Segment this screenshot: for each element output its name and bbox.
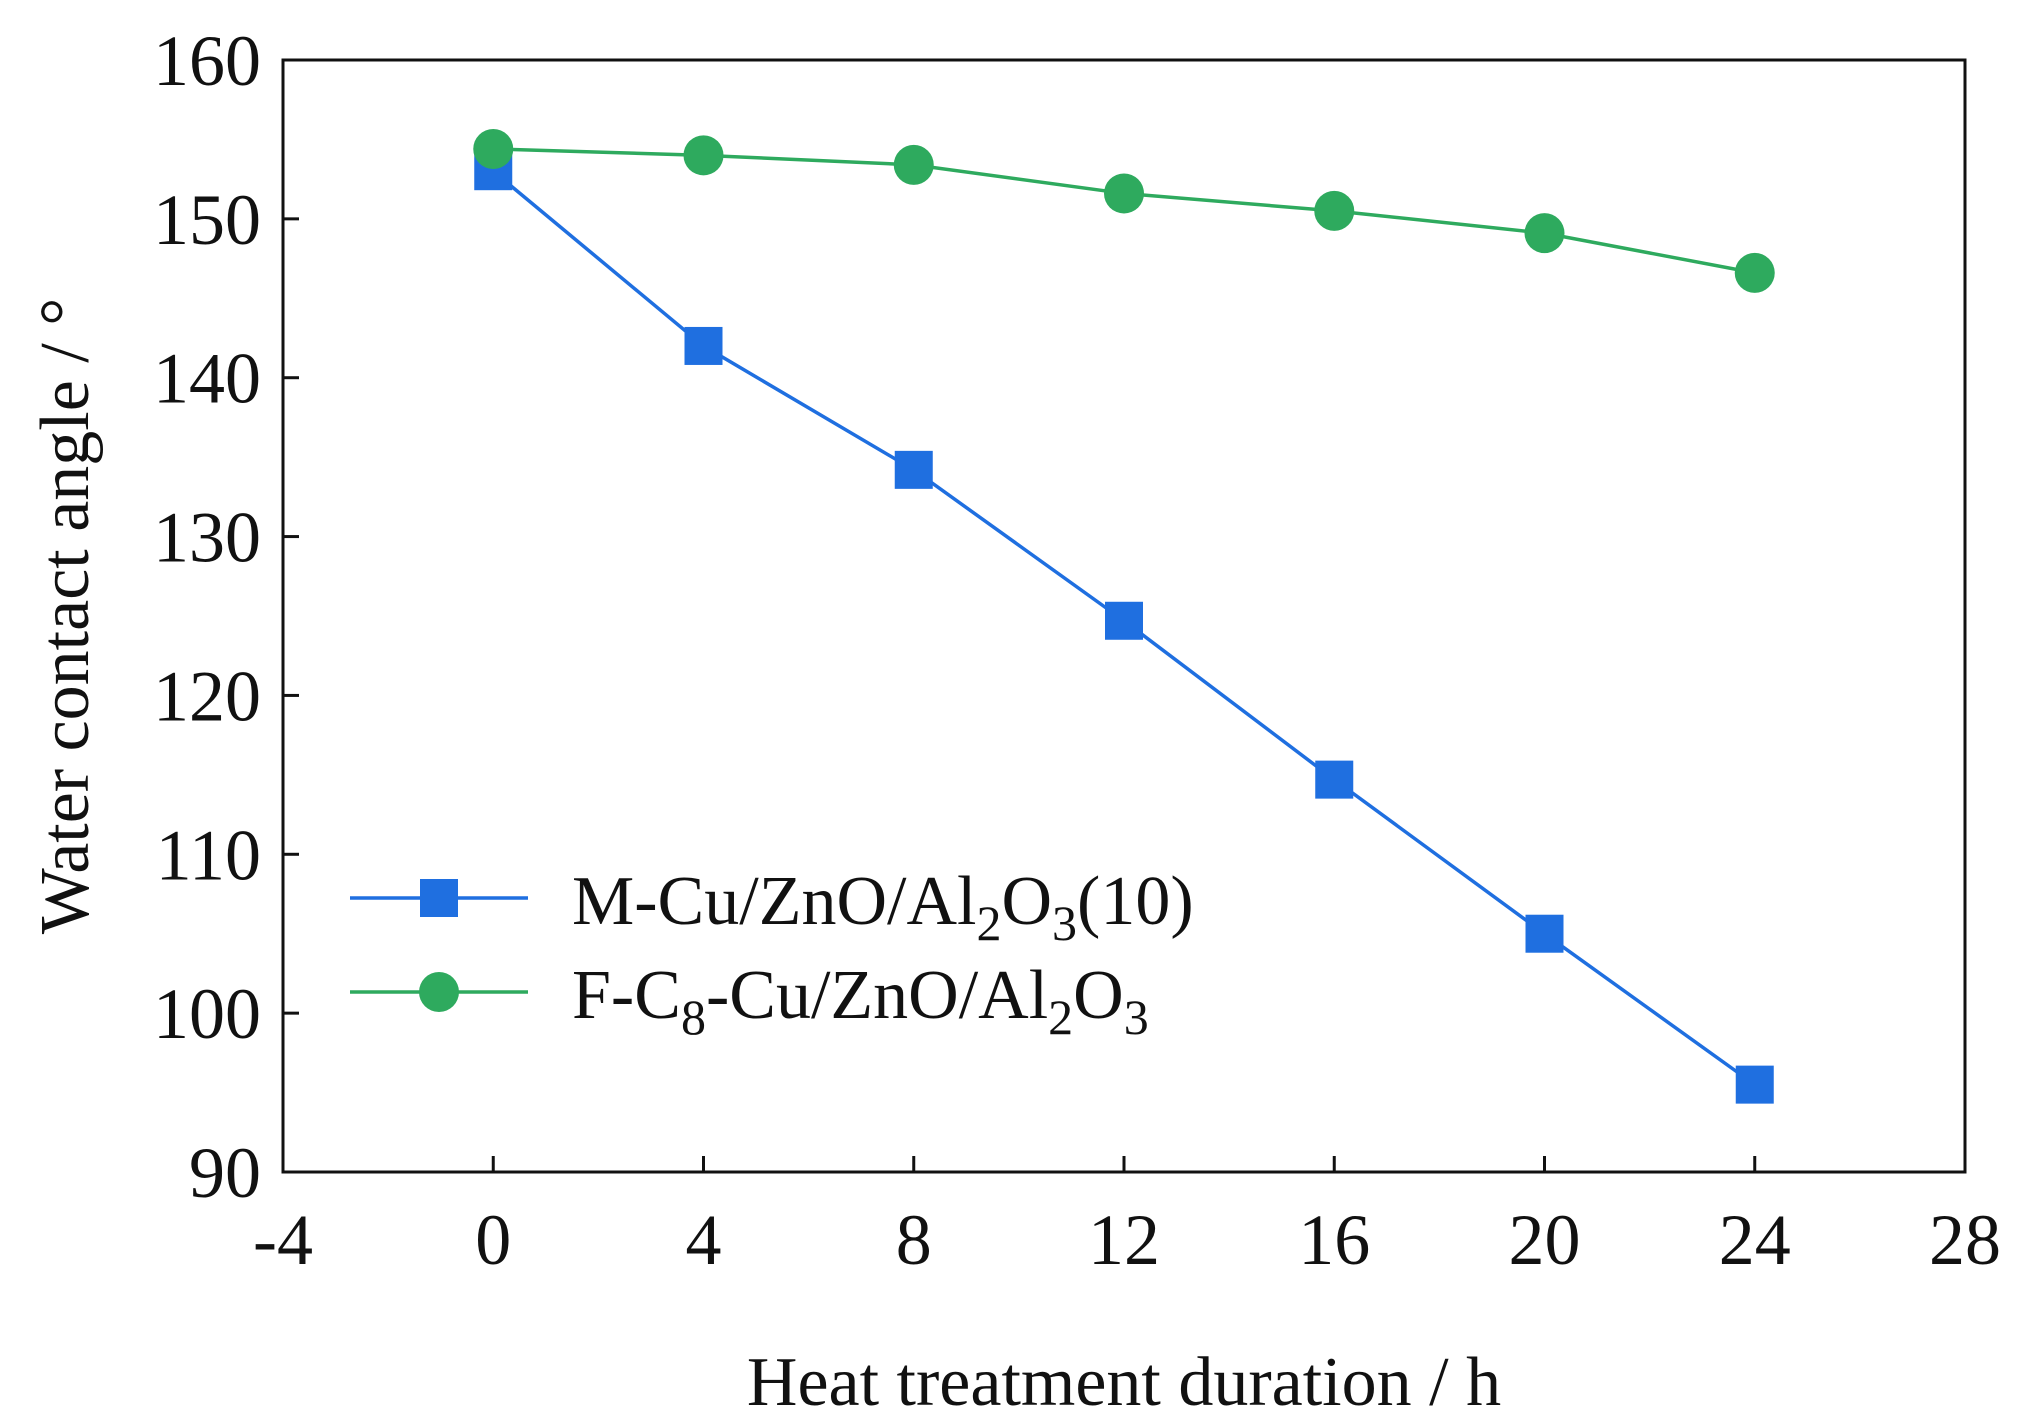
x-tick-label: 16 [1298,1200,1370,1280]
data-point [473,128,514,169]
x-tick-label: 24 [1719,1200,1791,1280]
data-point [1315,760,1354,799]
legend-text-part: F-C [572,957,681,1034]
x-tick-label: -4 [253,1200,313,1280]
data-point [1104,173,1144,214]
y-tick-label: 100 [153,974,261,1054]
data-point [1314,190,1355,231]
y-axis-title: Water contact angle / ° [27,298,104,935]
y-tick-label: 120 [153,656,261,736]
x-axis-title: Heat treatment duration / h [747,1344,1501,1421]
legend: M-Cu/ZnO/Al2O3(10)F-C8-Cu/ZnO/Al2O3 [350,863,1194,1045]
legend-text-part: O [1073,957,1124,1034]
legend-entry-1: M-Cu/ZnO/Al2O3(10) [350,863,1194,951]
legend-label: M-Cu/ZnO/Al2O3(10) [572,863,1194,951]
data-point [1525,914,1564,953]
data-point [684,326,723,365]
y-tick-label: 150 [153,180,261,260]
data-point [893,144,934,185]
legend-marker [420,879,458,917]
data-point [1734,252,1775,293]
x-tick-label: 20 [1509,1200,1581,1280]
legend-text-part: O [1001,863,1052,940]
legend-label: F-C8-Cu/ZnO/Al2O3 [572,957,1149,1045]
x-tick-label: 8 [896,1200,932,1280]
data-point [1105,601,1143,640]
legend-subscript: 2 [1048,989,1073,1045]
legend-marker [419,972,459,1012]
y-tick-label: 110 [156,815,261,895]
data-point [1524,213,1565,254]
y-tick-label: 130 [153,498,261,578]
legend-entry-2: F-C8-Cu/ZnO/Al2O3 [350,957,1149,1045]
series-1 [474,152,1774,1104]
legend-text-part: (10) [1077,863,1194,940]
series-2 [473,128,1775,293]
data-point [683,135,724,176]
legend-text-part: -Cu/ZnO/Al [706,957,1048,1034]
x-tick-label: 12 [1088,1200,1160,1280]
data-point [1735,1065,1774,1104]
x-tick-label: 28 [1929,1200,2001,1280]
series-layer [473,128,1775,1104]
y-tick-label: 160 [153,21,261,101]
legend-subscript: 2 [976,895,1001,951]
data-point [894,450,933,489]
x-tick-label: 0 [475,1200,511,1280]
legend-subscript: 3 [1052,895,1077,951]
legend-subscript: 8 [681,989,706,1045]
y-tick-label: 90 [189,1133,261,1213]
legend-subscript: 3 [1124,989,1149,1045]
x-tick-label: 4 [686,1200,722,1280]
y-tick-label: 140 [153,339,261,419]
legend-text-part: M-Cu/ZnO/Al [572,863,976,940]
